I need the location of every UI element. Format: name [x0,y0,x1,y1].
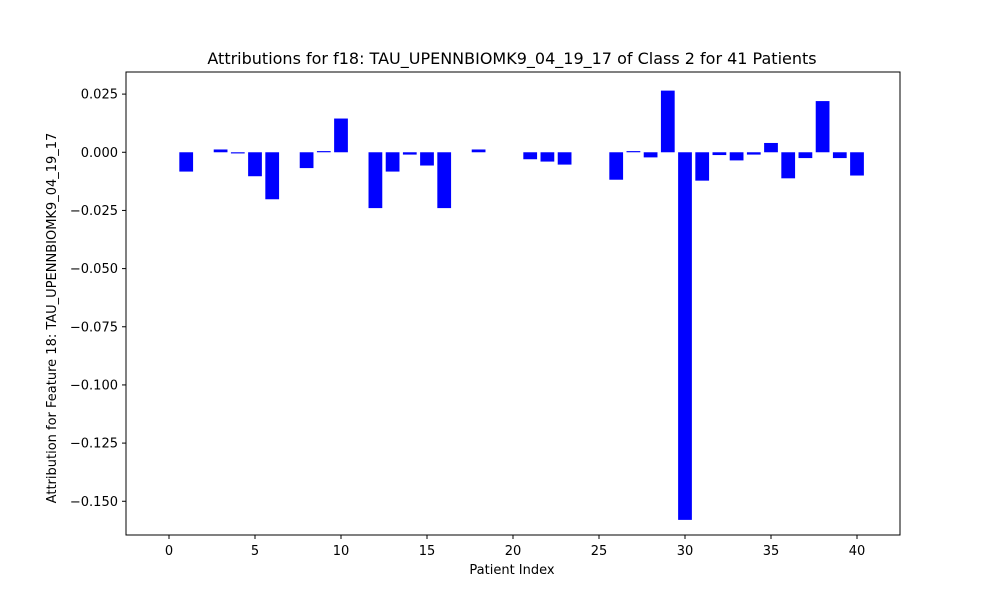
bar-patient-39 [832,152,847,159]
bar-patient-22 [540,152,555,162]
bar-patient-23 [557,152,572,165]
bar-patient-1 [179,152,194,172]
x-tick-label: 25 [591,544,608,559]
y-tick-label: 0.000 [81,146,118,161]
y-tick-label: −0.075 [70,320,118,335]
bar-patient-16 [437,152,452,209]
y-tick-label: −0.025 [70,204,118,219]
y-tick-label: −0.125 [70,437,118,452]
bar-patient-33 [729,152,744,161]
bar-patient-31 [695,152,710,181]
bar-patient-30 [678,152,692,520]
y-tick-label: −0.050 [70,262,118,277]
bar-patient-36 [781,152,796,179]
bar-patient-12 [368,152,383,209]
plot-frame [125,71,901,536]
x-axis: 0 5 10 15 20 25 30 35 40 [165,535,865,559]
x-tick-label: 35 [763,544,780,559]
bar-patient-29 [660,90,675,153]
y-axis: 0.025 0.000 −0.025 −0.050 −0.075 −0.100 −0.125… [70,88,126,510]
bar-patient-4 [230,152,245,154]
x-tick-label: 10 [333,544,350,559]
x-tick-label: 40 [849,544,866,559]
bar-patient-14 [402,152,417,155]
x-tick-label: 15 [419,544,436,559]
y-tick-label: −0.150 [70,495,118,510]
bar-patient-10 [334,118,348,153]
bar-patient-5 [248,152,262,177]
x-tick-label: 0 [165,544,173,559]
bar-patient-18 [471,149,486,153]
bar-patient-15 [420,152,434,166]
bar-patient-6 [265,152,280,200]
bar-patient-21 [523,152,538,160]
bar-patient-3 [213,149,228,153]
bar-patient-32 [712,152,727,156]
x-tick-label: 20 [505,544,522,559]
bar-patient-27 [626,151,641,153]
bar-patient-37 [798,152,813,159]
bar-patient-8 [299,152,314,169]
y-tick-label: −0.100 [70,378,118,393]
bar-patient-38 [815,101,830,153]
chart-title: Attributions for f18: TAU_UPENNBIOMK9_04… [207,49,816,69]
x-axis-title: Patient Index [469,563,554,578]
x-tick-label: 5 [251,544,259,559]
bar-patient-40 [850,152,864,176]
y-axis-title: Attribution for Feature 18: TAU_UPENNBIO… [45,133,60,504]
bar-patient-34 [746,152,761,155]
bar-patient-28 [643,152,658,158]
y-tick-label: 0.025 [81,88,118,103]
x-tick-label: 30 [677,544,694,559]
bar-patient-35 [764,142,778,153]
bar-patient-26 [609,152,624,180]
bars-group [179,90,864,520]
bar-patient-13 [385,152,400,172]
bar-patient-9 [316,151,331,153]
